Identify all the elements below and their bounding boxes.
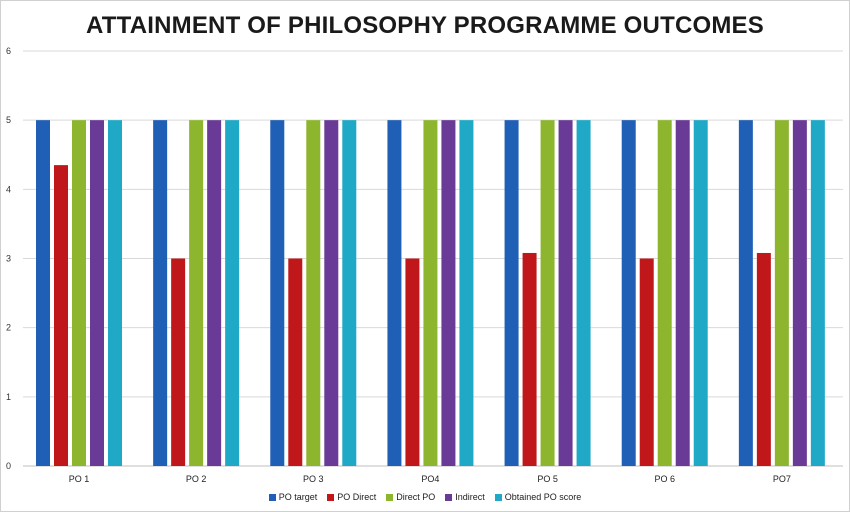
bar-po-direct-5 bbox=[522, 252, 537, 466]
bar-obtained-po-score-4 bbox=[459, 120, 474, 467]
bar-obtained-po-score-7 bbox=[810, 120, 825, 467]
legend-label: PO target bbox=[278, 492, 318, 502]
bar-obtained-po-score-2 bbox=[225, 120, 240, 467]
bar-indirect-1 bbox=[90, 120, 104, 467]
bar-direct-po-3 bbox=[306, 120, 321, 467]
bar-indirect-5 bbox=[558, 120, 573, 467]
bar-indirect-6 bbox=[675, 120, 690, 467]
legend-item: Direct PO bbox=[386, 492, 435, 502]
legend-swatch bbox=[386, 493, 394, 501]
bar-indirect-4 bbox=[441, 120, 456, 467]
bar-po-target-1 bbox=[36, 120, 50, 467]
x-tick-label: PO 6 bbox=[654, 474, 675, 484]
bar-indirect-2 bbox=[207, 120, 222, 467]
legend-label: Obtained PO score bbox=[504, 492, 582, 502]
bar-po-target-3 bbox=[270, 120, 285, 467]
legend-swatch bbox=[327, 493, 335, 501]
y-tick-label: 3 bbox=[6, 254, 11, 264]
bar-direct-po-5 bbox=[540, 120, 555, 467]
x-tick-label: PO 3 bbox=[303, 474, 324, 484]
legend-item: Obtained PO score bbox=[494, 492, 582, 502]
x-tick-label: PO4 bbox=[421, 474, 439, 484]
chart-title: ATTAINMENT OF PHILOSOPHY PROGRAMME OUTCO… bbox=[86, 12, 764, 39]
x-tick-label: PO 1 bbox=[69, 474, 90, 484]
y-tick-label: 0 bbox=[6, 461, 11, 471]
x-tick-label: PO7 bbox=[773, 474, 791, 484]
bar-direct-po-2 bbox=[189, 120, 204, 467]
bar-direct-po-6 bbox=[657, 120, 672, 467]
bar-po-direct-3 bbox=[288, 258, 303, 466]
legend-item: PO Direct bbox=[327, 492, 376, 502]
bar-po-target-5 bbox=[504, 120, 519, 467]
x-tick-label: PO 2 bbox=[186, 474, 207, 484]
bar-po-target-2 bbox=[153, 120, 168, 467]
legend-swatch bbox=[445, 493, 453, 501]
bar-direct-po-4 bbox=[423, 120, 438, 467]
bar-po-direct-4 bbox=[405, 258, 420, 466]
legend-label: PO Direct bbox=[337, 492, 377, 502]
y-tick-label: 4 bbox=[6, 184, 11, 194]
bar-po-target-6 bbox=[621, 120, 636, 467]
y-tick-label: 5 bbox=[6, 115, 11, 125]
bar-po-target-7 bbox=[738, 120, 753, 467]
legend-item: PO target bbox=[268, 492, 318, 502]
x-tick-label: PO 5 bbox=[537, 474, 558, 484]
y-tick-label: 1 bbox=[6, 392, 11, 402]
bar-po-direct-1 bbox=[54, 165, 68, 466]
bar-direct-po-1 bbox=[72, 120, 86, 467]
bar-po-direct-7 bbox=[756, 252, 771, 466]
bar-indirect-3 bbox=[324, 120, 339, 467]
chart-legend: PO target PO Direct Direct PO Indirect Obtai… bbox=[1, 492, 849, 502]
y-tick-label: 2 bbox=[6, 323, 11, 333]
y-tick-label: 6 bbox=[6, 46, 11, 56]
bar-indirect-7 bbox=[792, 120, 807, 467]
legend-swatch bbox=[268, 493, 276, 501]
legend-label: Direct PO bbox=[396, 492, 436, 502]
bar-obtained-po-score-1 bbox=[108, 120, 122, 467]
bar-po-direct-6 bbox=[639, 258, 654, 466]
bar-obtained-po-score-3 bbox=[342, 120, 357, 467]
bar-po-direct-2 bbox=[171, 258, 186, 466]
bar-obtained-po-score-6 bbox=[693, 120, 708, 467]
legend-item: Indirect bbox=[445, 492, 485, 502]
bar-po-target-4 bbox=[387, 120, 402, 467]
bar-direct-po-7 bbox=[774, 120, 789, 467]
legend-swatch bbox=[494, 493, 502, 501]
legend-label: Indirect bbox=[455, 492, 485, 502]
bar-obtained-po-score-5 bbox=[576, 120, 591, 467]
